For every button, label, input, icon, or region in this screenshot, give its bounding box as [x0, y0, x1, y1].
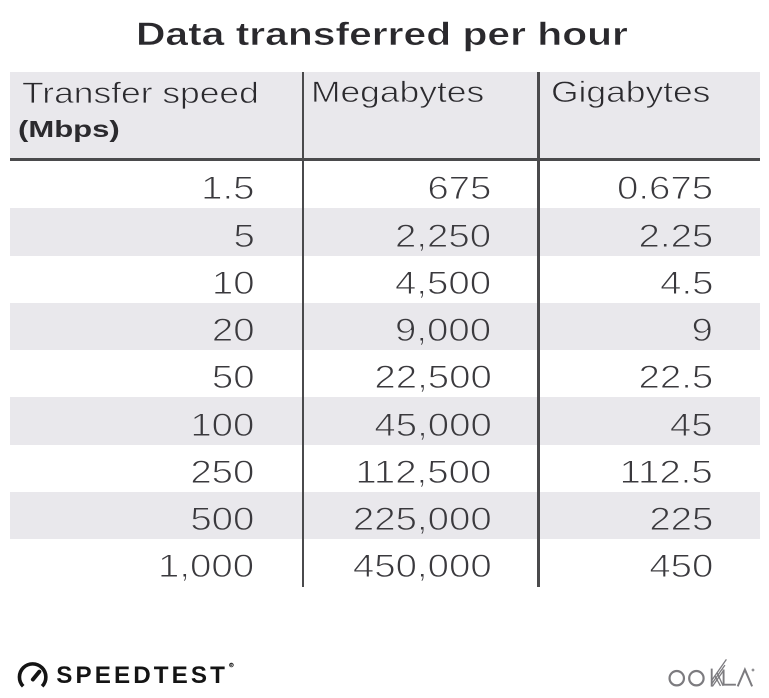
svg-text:SPEEDTEST: SPEEDTEST — [56, 662, 228, 689]
